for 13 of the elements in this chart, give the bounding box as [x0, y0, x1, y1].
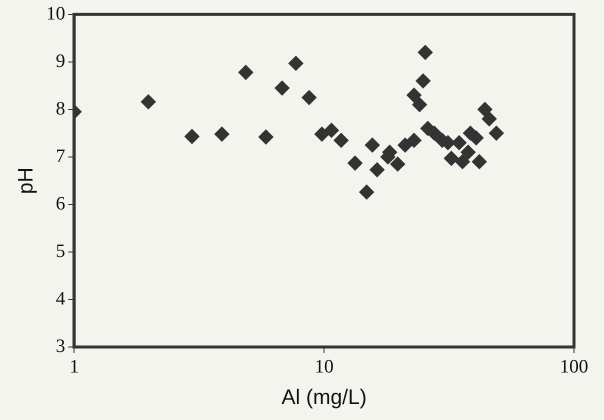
x-tick-label: 1	[69, 356, 79, 378]
y-axis-title: pH	[14, 167, 38, 194]
y-tick-label: 6	[56, 193, 66, 214]
y-tick-label: 4	[56, 288, 66, 310]
x-tick-label: 100	[560, 356, 588, 378]
y-tick-label: 7	[56, 146, 66, 167]
y-tick-label: 10	[46, 3, 66, 24]
y-tick-label: 9	[56, 50, 66, 72]
x-axis-title: Al (mg/L)	[282, 386, 367, 410]
y-tick-label: 8	[56, 98, 66, 120]
y-tick-label: 5	[56, 240, 66, 262]
x-tick-label: 10	[314, 356, 334, 378]
y-tick-label: 3	[56, 336, 66, 357]
